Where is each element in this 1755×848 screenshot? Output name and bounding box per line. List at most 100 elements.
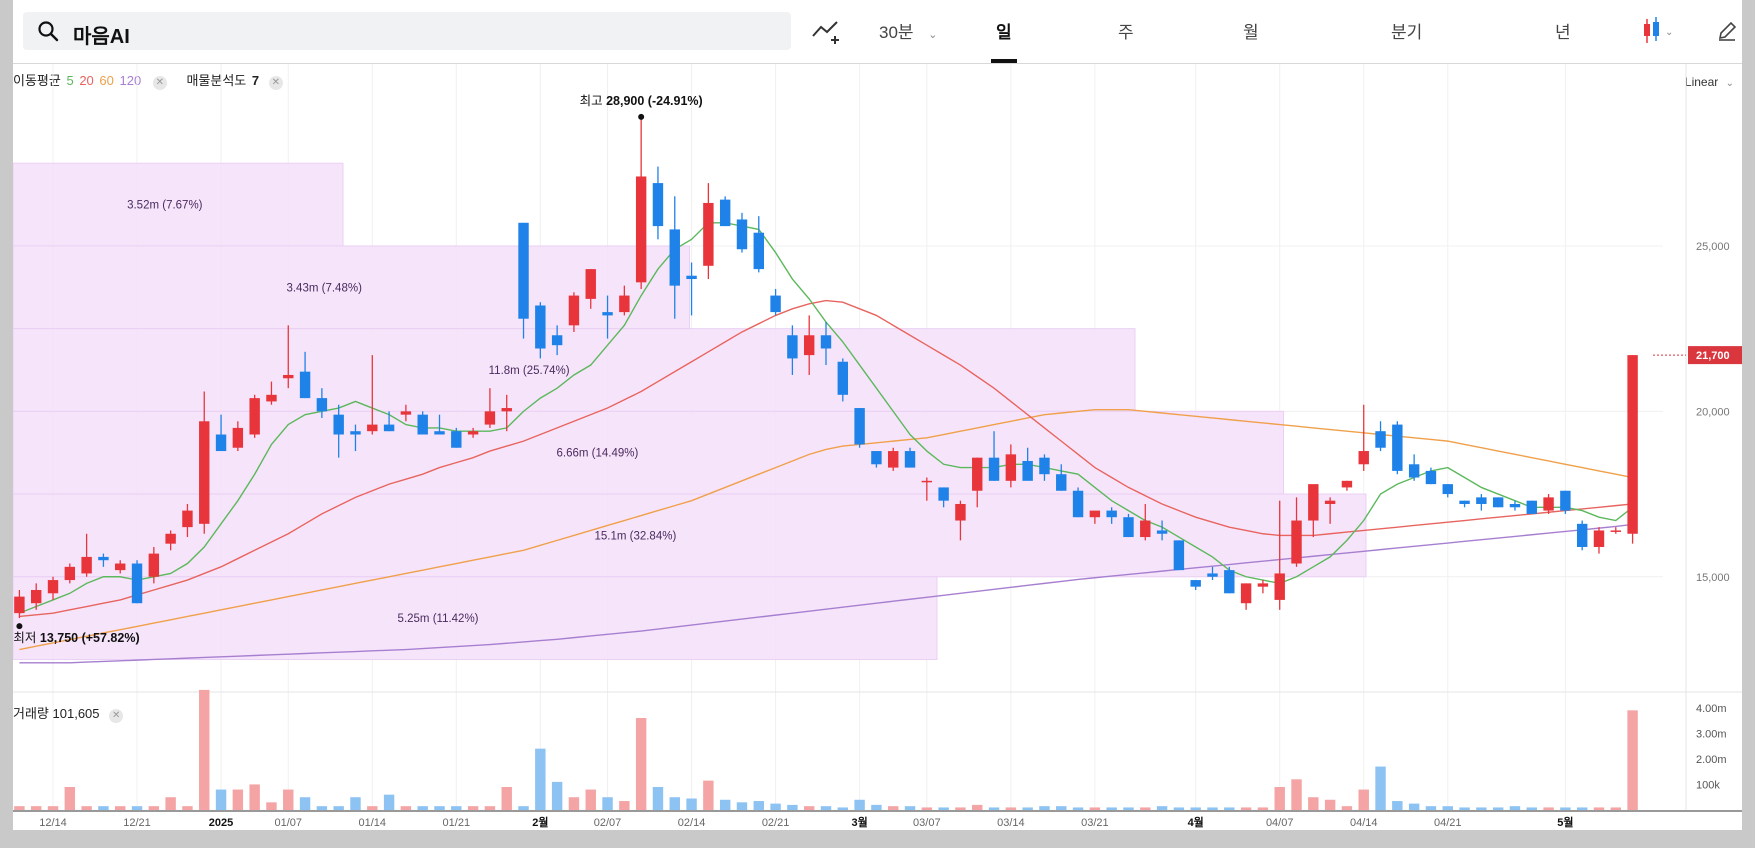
candle-body (1476, 497, 1487, 504)
candle-body (585, 269, 596, 299)
candle-body (316, 398, 328, 412)
tab-week[interactable]: 주 (1118, 23, 1134, 42)
volume-bar (1610, 807, 1622, 810)
candle-body (182, 510, 193, 528)
x-tick-label: 01/21 (443, 817, 471, 829)
candle-body (333, 414, 344, 435)
volume-bar (1257, 807, 1269, 810)
volume-bar (1442, 806, 1453, 810)
candle-body (888, 451, 899, 468)
candle-body (1072, 490, 1084, 518)
volume-bar (451, 806, 462, 810)
volume-bar (770, 803, 781, 810)
volume-bar (686, 798, 697, 810)
close-vp-icon[interactable]: ✕ (268, 76, 283, 90)
volume-bar (619, 801, 630, 810)
volume-bar (333, 806, 344, 810)
candle-body (1576, 523, 1588, 547)
volume-bar (1072, 807, 1084, 810)
volume-bar (1089, 807, 1101, 810)
volume-bar (1190, 807, 1201, 810)
ma-period-60: 60 (99, 73, 114, 88)
candle-body (131, 563, 143, 604)
volume-bar (1240, 807, 1252, 810)
candle-body (1140, 520, 1151, 538)
current-price-label: 21,700 (1696, 350, 1730, 362)
candle-body (955, 503, 966, 521)
volume-bar (1106, 807, 1117, 810)
candle-body (1257, 583, 1269, 587)
chevron-down-icon: ⌄ (928, 29, 938, 41)
candle-body (14, 596, 25, 614)
candle-body (1526, 500, 1537, 514)
volume-bar (938, 807, 949, 810)
candle-body (1408, 464, 1420, 478)
volume-bar (467, 806, 479, 810)
x-tick-label: 4월 (1188, 815, 1204, 829)
x-tick-label: 04/14 (1350, 817, 1378, 829)
volume-bar (535, 748, 546, 810)
x-tick-label: 12/21 (123, 817, 151, 829)
vp-label: 매물분석도 (186, 73, 247, 88)
volume-bar (1408, 803, 1420, 810)
volume-tick-label: 4.00m (1696, 703, 1727, 715)
low-label: 최저 13,750 (+57.82%) (13, 631, 139, 645)
volume-bar (518, 806, 529, 810)
candle-body (434, 431, 445, 435)
pencil-icon[interactable] (1716, 20, 1738, 42)
volume-bar (1173, 807, 1185, 810)
tab-month[interactable]: 월 (1243, 23, 1259, 42)
tab-day[interactable]: 일 (996, 23, 1012, 42)
close-volume-icon[interactable]: ✕ (109, 709, 124, 723)
tab-quarter[interactable]: 분기 (1391, 23, 1423, 42)
x-tick-label: 3월 (851, 815, 867, 829)
candle-body (1358, 451, 1369, 465)
interval-select[interactable]: 30분 ⌄ (879, 18, 938, 43)
volume-bar (30, 806, 42, 810)
trend-line-icon[interactable] (811, 18, 841, 44)
candle-body (1190, 580, 1201, 587)
tab-year[interactable]: 년 (1555, 23, 1571, 42)
close-ma-icon[interactable]: ✕ (152, 76, 167, 90)
volume-bar (787, 804, 798, 810)
volume-profile-label: 15.1m (32.84%) (594, 530, 676, 542)
chevron-down-icon: ⌄ (1725, 78, 1734, 89)
volume-bar (669, 797, 680, 810)
chart-window: 마음AI 30분 ⌄ 일 주 월 분기 년 ⌄ 이동평균 5 (13, 0, 1742, 830)
chart-canvas[interactable]: 3.52m (7.67%) 3.43m (7.48%) 11.8m (25.74%)… (13, 0, 1742, 830)
candle-body (1459, 500, 1470, 504)
volume-tick-label: 3.00m (1696, 728, 1727, 740)
top-toolbar: 마음AI 30분 ⌄ 일 주 월 분기 년 ⌄ (13, 0, 1742, 64)
volume-profile-band (13, 162, 344, 247)
candle-body (1610, 530, 1622, 532)
candle-body (1056, 474, 1067, 491)
high-label: 최고 28,900 (-24.91%) (580, 94, 703, 108)
x-tick-label: 04/21 (1434, 817, 1462, 829)
volume-bar (1005, 807, 1017, 810)
volume-bar (904, 806, 916, 810)
scale-select[interactable]: Linear ⌄ (1685, 75, 1734, 89)
volume-bar (1526, 807, 1537, 810)
volume-bar (1224, 807, 1235, 810)
volume-bar (1022, 807, 1033, 810)
active-tab-indicator (991, 59, 1017, 63)
candle-body (1207, 573, 1218, 577)
candle-body (367, 424, 378, 432)
volume-bar (98, 806, 109, 810)
volume-bar (1543, 807, 1554, 810)
interval-label: 30분 (879, 23, 914, 42)
candle-body (1560, 490, 1571, 511)
volume-tick-label: 100k (1696, 779, 1720, 791)
volume-bar (1459, 807, 1470, 810)
candle-body (115, 563, 126, 571)
candle-body (753, 232, 764, 270)
candle-body (787, 335, 798, 359)
volume-bar (400, 806, 412, 810)
volume-bar (602, 797, 613, 810)
search-icon[interactable] (37, 20, 59, 42)
volume-bar (1207, 807, 1218, 810)
search-box[interactable]: 마음AI (23, 12, 791, 50)
candle-body (703, 202, 714, 266)
x-tick-label: 01/07 (275, 817, 303, 829)
candlestick-icon[interactable]: ⌄ (1640, 16, 1676, 46)
